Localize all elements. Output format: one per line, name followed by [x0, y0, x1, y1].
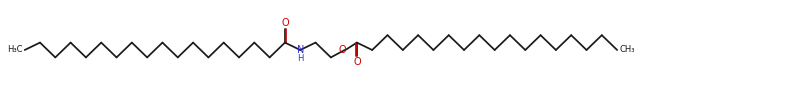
- Text: O: O: [353, 57, 361, 67]
- Text: H₃C: H₃C: [7, 46, 22, 54]
- Text: N: N: [297, 45, 304, 55]
- Text: O: O: [281, 18, 289, 28]
- Text: CH₃: CH₃: [619, 46, 634, 54]
- Text: O: O: [338, 45, 346, 55]
- Text: H: H: [297, 54, 303, 63]
